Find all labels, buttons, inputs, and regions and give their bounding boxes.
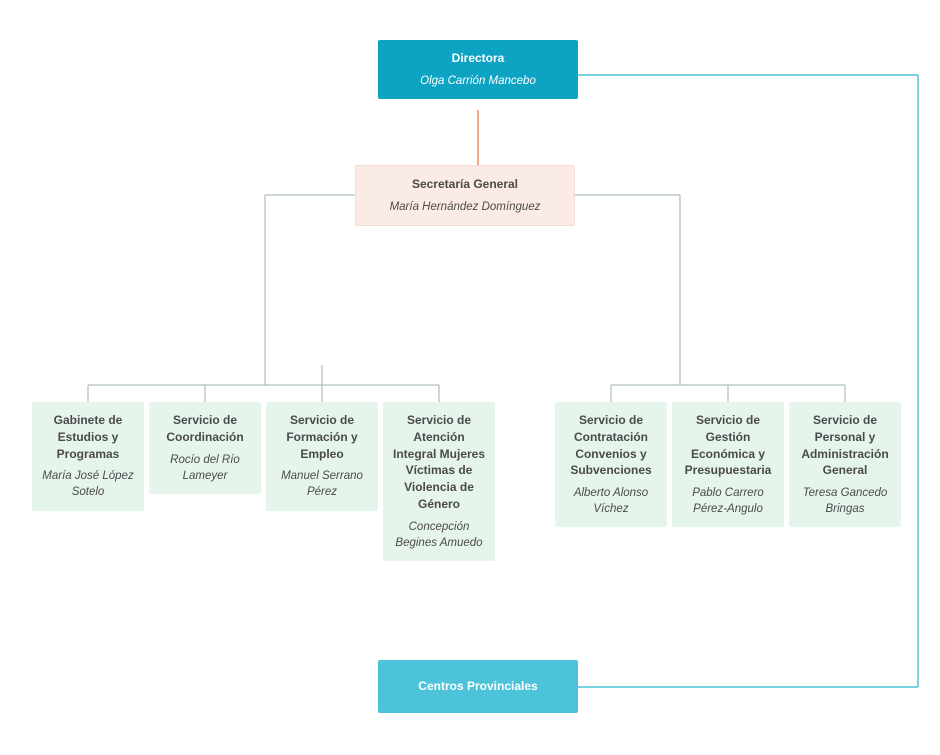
node-formacion: Servicio de Formación y Empleo Manuel Se…	[266, 402, 378, 511]
node-person: Teresa Gancedo Bringas	[797, 485, 893, 517]
node-title: Gabinete de Estudios y Programas	[40, 412, 136, 462]
node-title: Servicio de Personal y Administración Ge…	[797, 412, 893, 479]
node-gabinete: Gabinete de Estudios y Programas María J…	[32, 402, 144, 511]
node-gestion: Servicio de Gestión Económica y Presupue…	[672, 402, 784, 527]
node-title: Secretaría General	[364, 176, 566, 193]
node-person: María José López Sotelo	[40, 468, 136, 500]
node-person: Pablo Carrero Pérez-Angulo	[680, 485, 776, 517]
node-coordinacion: Servicio de Coordinación Rocío del Río L…	[149, 402, 261, 494]
node-personal: Servicio de Personal y Administración Ge…	[789, 402, 901, 527]
node-centros: Centros Provinciales	[378, 660, 578, 713]
node-person: Olga Carrión Mancebo	[386, 73, 570, 89]
node-title: Servicio de Atención Integral Mujeres Ví…	[391, 412, 487, 513]
node-person: Concepción Begines Amuedo	[391, 519, 487, 551]
node-title: Directora	[386, 50, 570, 67]
connector-lines	[0, 0, 940, 755]
node-person: María Hernández Domínguez	[364, 199, 566, 215]
node-title: Servicio de Gestión Económica y Presupue…	[680, 412, 776, 479]
node-person: Manuel Serrano Pérez	[274, 468, 370, 500]
node-person: Rocío del Río Lameyer	[157, 452, 253, 484]
node-person: Alberto Alonso Víchez	[563, 485, 659, 517]
node-contratacion: Servicio de Contratación Convenios y Sub…	[555, 402, 667, 527]
node-title: Servicio de Coordinación	[157, 412, 253, 446]
node-secretaria: Secretaría General María Hernández Domín…	[355, 165, 575, 226]
node-title: Servicio de Formación y Empleo	[274, 412, 370, 462]
node-atencion: Servicio de Atención Integral Mujeres Ví…	[383, 402, 495, 561]
node-title: Servicio de Contratación Convenios y Sub…	[563, 412, 659, 479]
node-directora: Directora Olga Carrión Mancebo	[378, 40, 578, 99]
node-title: Centros Provinciales	[386, 678, 570, 695]
